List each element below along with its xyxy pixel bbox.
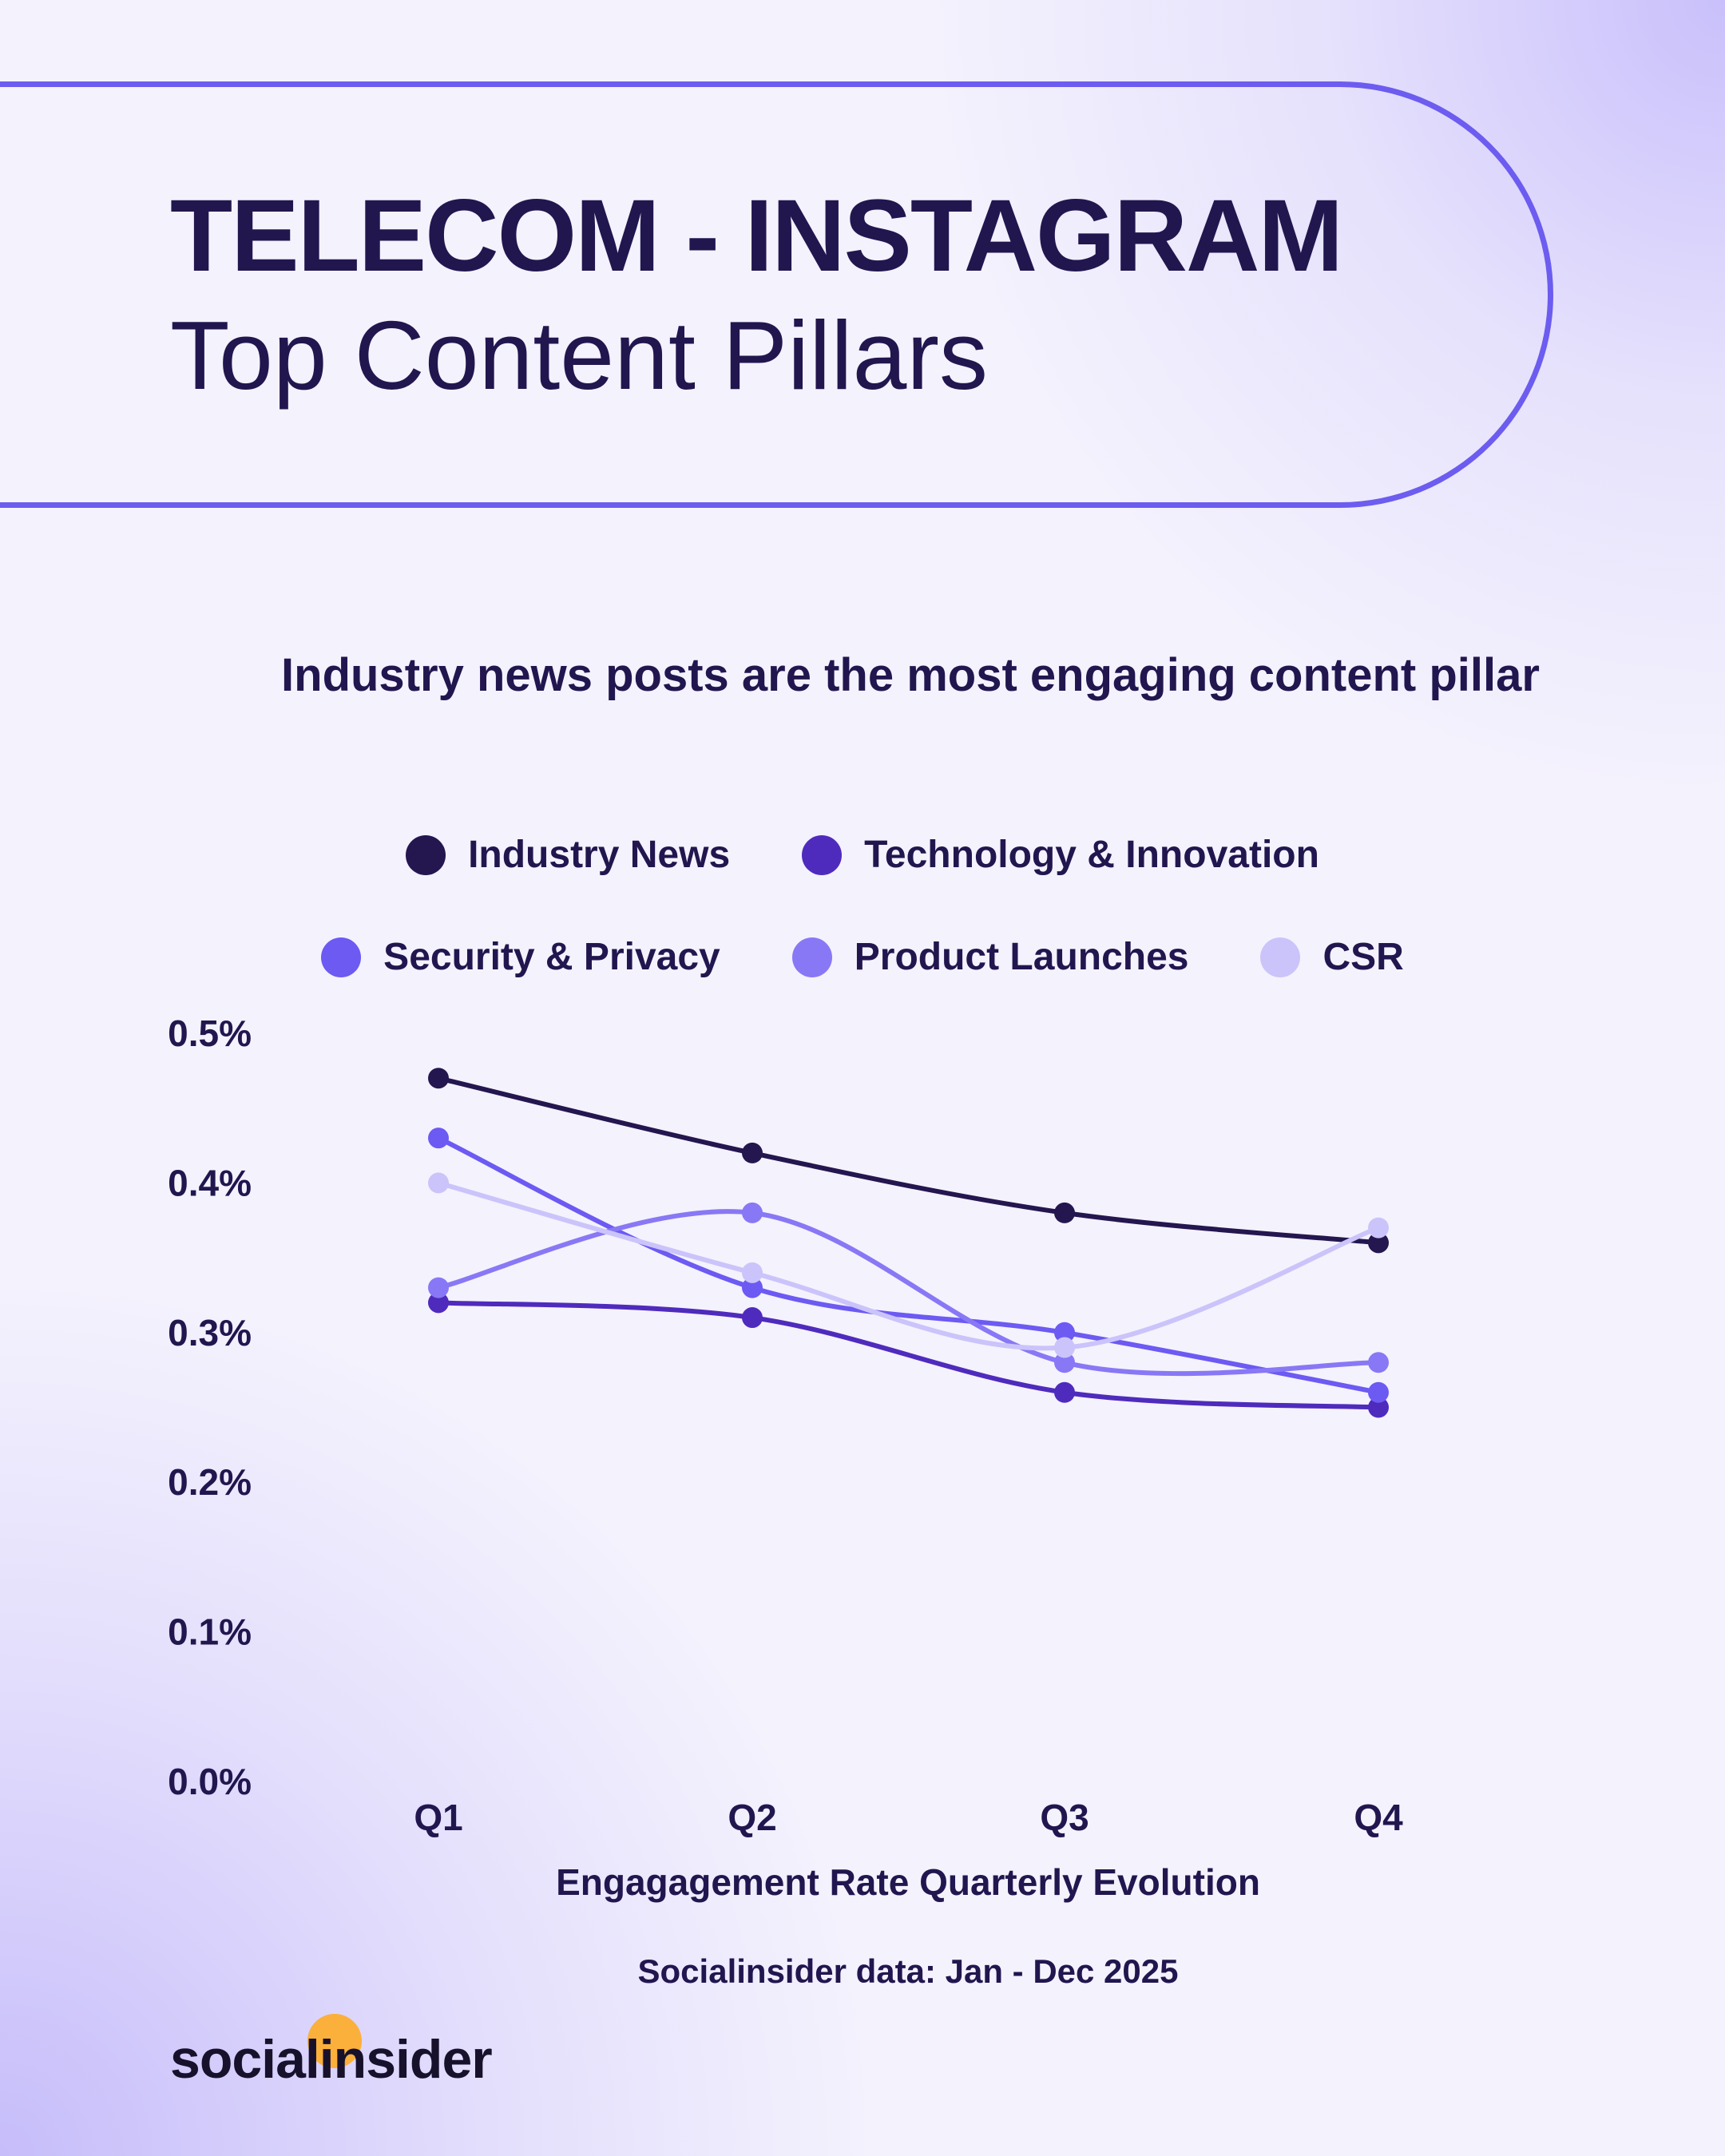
data-point bbox=[428, 1068, 449, 1089]
legend-dot bbox=[791, 937, 832, 977]
legend-row-2: Security & Privacy Product Launches CSR bbox=[0, 935, 1725, 979]
data-point bbox=[1054, 1352, 1075, 1373]
data-point bbox=[742, 1277, 763, 1298]
x-tick-label: Q1 bbox=[414, 1797, 462, 1838]
y-tick-label: 0.2% bbox=[168, 1461, 252, 1503]
data-point bbox=[1368, 1397, 1389, 1418]
data-point bbox=[742, 1262, 763, 1283]
series-line bbox=[438, 1209, 1379, 1377]
legend-item: CSR bbox=[1260, 935, 1404, 979]
data-point bbox=[428, 1277, 449, 1298]
series-line bbox=[438, 1300, 1379, 1410]
series-line bbox=[438, 1076, 1379, 1246]
page-title: TELECOM - INSTAGRAM bbox=[170, 179, 1343, 293]
data-source: Socialinsider data: Jan - Dec 2025 bbox=[637, 1952, 1179, 1990]
data-point bbox=[1368, 1217, 1389, 1239]
legend-item: Product Launches bbox=[791, 935, 1189, 979]
data-point bbox=[742, 1307, 763, 1329]
y-tick-label: 0.4% bbox=[168, 1162, 252, 1203]
data-point bbox=[1054, 1381, 1075, 1403]
legend-item: Security & Privacy bbox=[321, 935, 720, 979]
legend-dot bbox=[802, 834, 843, 875]
data-point bbox=[428, 1292, 449, 1314]
legend-dot bbox=[1260, 937, 1301, 977]
data-point bbox=[1054, 1322, 1075, 1343]
legend-label: Product Launches bbox=[854, 936, 1189, 978]
legend-dot bbox=[406, 834, 446, 875]
series-line bbox=[438, 1180, 1380, 1351]
legend-label: Industry News bbox=[468, 834, 731, 876]
x-tick-label: Q3 bbox=[1040, 1797, 1089, 1838]
header-frame bbox=[0, 81, 1553, 508]
y-tick-label: 0.0% bbox=[168, 1761, 252, 1802]
data-point bbox=[742, 1202, 763, 1223]
legend-label: Technology & Innovation bbox=[864, 834, 1319, 876]
data-point bbox=[1054, 1337, 1075, 1358]
x-axis-title: Engagagement Rate Quarterly Evolution bbox=[556, 1861, 1260, 1903]
data-point bbox=[428, 1172, 449, 1194]
data-point bbox=[742, 1142, 763, 1163]
legend-label: CSR bbox=[1322, 936, 1404, 978]
legend-item: Industry News bbox=[406, 833, 730, 877]
y-tick-label: 0.5% bbox=[168, 1013, 252, 1054]
page-subtitle: Top Content Pillars bbox=[170, 301, 988, 410]
x-tick-label: Q2 bbox=[728, 1797, 776, 1838]
data-point bbox=[1054, 1202, 1075, 1223]
y-tick-label: 0.1% bbox=[168, 1611, 252, 1653]
legend-label: Security & Privacy bbox=[383, 936, 720, 978]
data-point bbox=[428, 1128, 449, 1149]
chart-title: Industry news posts are the most engagin… bbox=[281, 649, 1540, 701]
data-point bbox=[1368, 1381, 1389, 1403]
legend-dot bbox=[321, 937, 362, 977]
legend-item: Technology & Innovation bbox=[802, 833, 1319, 877]
socialinsider-logo: socialinsider bbox=[170, 2029, 493, 2090]
data-point bbox=[1368, 1352, 1389, 1373]
y-tick-label: 0.3% bbox=[168, 1312, 252, 1353]
logo-accent-circle bbox=[307, 2014, 362, 2068]
x-tick-label: Q4 bbox=[1354, 1797, 1403, 1838]
series-line bbox=[437, 1135, 1379, 1395]
legend-row-1: Industry News Technology & Innovation bbox=[0, 833, 1725, 877]
data-point bbox=[1368, 1232, 1389, 1254]
